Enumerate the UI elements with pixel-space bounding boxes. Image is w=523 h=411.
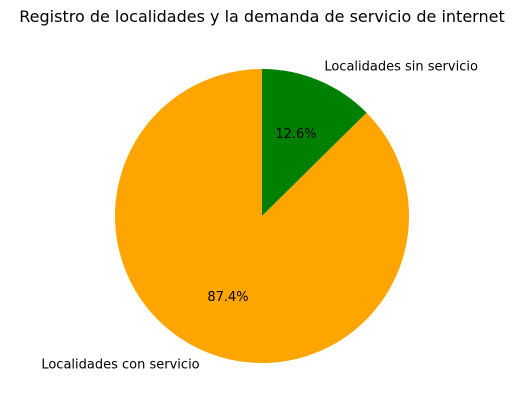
slice-label-localidades-con-servicio: Localidades con servicio xyxy=(41,358,199,373)
slice-percent-localidades-sin-servicio: 12.6% xyxy=(275,127,316,142)
pie-slice-localidades-sin-servicio xyxy=(262,69,367,216)
slice-label-localidades-sin-servicio: Localidades sin servicio xyxy=(324,59,478,74)
pie-labels: Localidades sin servicio 12.6% Localidades… xyxy=(41,59,478,372)
slice-percent-localidades-con-servicio: 87.4% xyxy=(207,290,248,305)
chart-title: Registro de localidades y la demanda de … xyxy=(19,7,504,26)
pie-slices xyxy=(114,69,409,363)
pie-slice-localidades-con-servicio xyxy=(114,69,409,363)
